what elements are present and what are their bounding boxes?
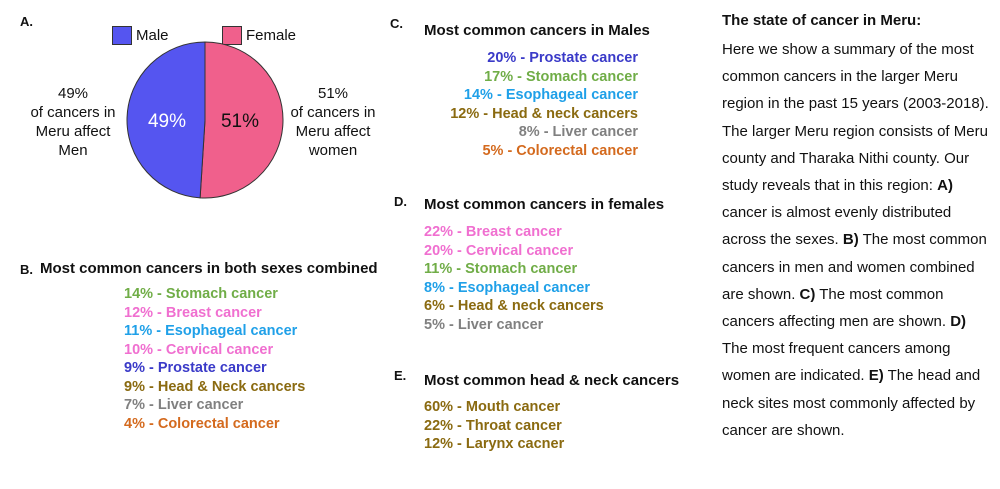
women-note-line: women — [308, 142, 358, 159]
panel-e-heading: Most common head & neck cancers — [424, 372, 680, 389]
gender-pie-chart: 49% 51% — [126, 41, 284, 199]
cancer-list-item: 11% - Esophageal cancer — [124, 323, 298, 339]
cancer-list-item: 12% - Head & neck cancers — [450, 105, 638, 122]
cancer-list-item: 10% - Cervical cancer — [124, 341, 274, 358]
women-note-line: of cancers in — [290, 104, 376, 121]
cancer-list-item: 7% - Liver cancer — [124, 397, 244, 413]
cancer-list-item: 14% - Stomach cancer — [124, 286, 278, 302]
cancer-list-item: 17% - Stomach cancer — [484, 68, 638, 85]
summary-text: Here we show a summary of the most commo… — [722, 41, 989, 195]
cancer-list-item: 12% - Larynx cacner — [424, 436, 565, 452]
cancer-list-item: 4% - Colorectal cancer — [124, 415, 280, 432]
legend-male: Male — [112, 26, 169, 45]
men-note-line: Men — [58, 142, 88, 159]
pie-label-male: 49% — [148, 111, 186, 132]
panel-d-list: 22% - Breast cancer 20% - Cervical cancer… — [424, 223, 604, 334]
cancer-list-item: 8% - Esophageal cancer — [424, 279, 591, 296]
cancer-list-item: 9% - Head & Neck cancers — [124, 378, 306, 395]
summary-panel-ref: A) — [937, 177, 953, 195]
summary-title: The state of cancer in Meru: — [722, 12, 922, 29]
women-note: 51% of cancers in Meru affect women — [278, 84, 388, 160]
legend-female-label: Female — [246, 27, 297, 44]
summary-panel-ref: B) — [842, 231, 859, 249]
panel-b-letter: B. — [20, 262, 33, 277]
cancer-list-item: 11% - Stomach cancer — [424, 261, 578, 277]
cancer-list-item: 20% - Prostate cancer — [487, 50, 638, 66]
male-swatch — [112, 26, 132, 45]
cancer-list-item: 8% - Liver cancer — [518, 124, 638, 140]
women-note-line: 51% — [317, 85, 349, 102]
summary-text: The head and neck sites most commonly af… — [722, 367, 981, 439]
summary-body: Here we show a summary of the most commo… — [722, 36, 992, 444]
cancer-list-item: 60% - Mouth cancer — [424, 399, 561, 415]
panel-b-list: 14% - Stomach cancer 12% - Breast cancer 1… — [124, 285, 305, 433]
cancer-list-item: 5% - Colorectal cancer — [482, 142, 638, 159]
panel-a-letter: A. — [20, 14, 33, 29]
panel-e-list: 60% - Mouth cancer 22% - Throat cancer 12%… — [424, 398, 564, 454]
panel-c-list: 20% - Prostate cancer 17% - Stomach cance… — [400, 49, 638, 160]
cancer-list-item: 20% - Cervical cancer — [424, 242, 574, 259]
women-note-line: Meru affect — [295, 123, 371, 140]
summary-text: The most frequent cancers among women ar… — [722, 340, 951, 385]
cancer-list-item: 14% - Esophageal cancer — [463, 87, 638, 103]
men-note-line: 49% — [57, 85, 89, 102]
pie-label-female: 51% — [221, 111, 259, 132]
pie-slice-female — [199, 41, 284, 199]
cancer-list-item: 22% - Throat cancer — [424, 417, 562, 434]
legend-female: Female — [222, 26, 296, 45]
men-note-line: Meru affect — [35, 123, 111, 140]
cancer-list-item: 22% - Breast cancer — [424, 224, 562, 240]
female-swatch — [222, 26, 242, 45]
summary-text: The most common cancers affecting men ar… — [722, 285, 951, 331]
cancer-list-item: 5% - Liver cancer — [424, 316, 544, 333]
men-note: 49% of cancers in Meru affect Men — [18, 84, 128, 160]
men-note-line: of cancers in — [30, 104, 116, 121]
panel-c-letter: C. — [390, 16, 403, 31]
cancer-list-item: 12% - Breast cancer — [124, 304, 262, 321]
summary-panel-ref: D) — [950, 313, 967, 331]
pie-slice-male — [126, 41, 206, 199]
summary-panel-ref: C) — [799, 285, 816, 303]
summary-text: The most common cancers in men and women… — [722, 231, 987, 303]
summary-panel-ref: E) — [868, 367, 884, 385]
cancer-list-item: 9% - Prostate cancer — [124, 360, 267, 376]
panel-b-heading: Most common cancers in both sexes combin… — [40, 260, 378, 277]
panel-d-letter: D. — [394, 194, 407, 209]
cancer-list-item: 6% - Head & neck cancers — [424, 298, 604, 314]
summary-text: cancer is almost evenly distributed acro… — [722, 204, 952, 249]
panel-c-heading: Most common cancers in Males — [424, 22, 650, 39]
panel-d-heading: Most common cancers in females — [424, 196, 665, 213]
panel-e-letter: E. — [394, 368, 407, 383]
legend-male-label: Male — [136, 27, 169, 44]
